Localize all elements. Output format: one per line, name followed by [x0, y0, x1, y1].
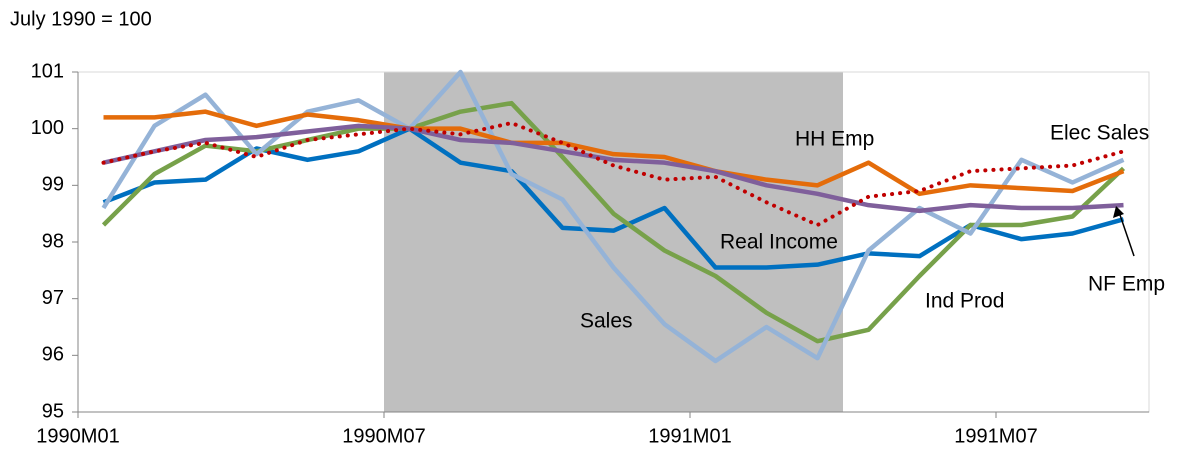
- series-label: Ind Prod: [925, 290, 1004, 313]
- label-arrow: [1118, 211, 1135, 257]
- y-tick-label: 100: [31, 117, 64, 139]
- series-line: [101, 121, 1126, 227]
- series-line: [101, 100, 1126, 344]
- series-label: Sales: [580, 310, 633, 333]
- series-line: [102, 126, 1125, 270]
- series-label: HH Emp: [795, 128, 874, 151]
- series-line: [101, 69, 1125, 364]
- y-axis-label: July 1990 = 100: [10, 8, 152, 30]
- series-label: NF Emp: [1088, 273, 1165, 296]
- y-tick-label: 97: [42, 287, 64, 309]
- x-tick-label: 1991M07: [954, 425, 1037, 447]
- x-tick-label: 1990M01: [36, 425, 119, 447]
- y-tick-label: 95: [42, 400, 64, 422]
- y-tick-label: 96: [42, 344, 64, 366]
- y-tick-label: 98: [42, 230, 64, 252]
- y-tick-label: 101: [31, 60, 64, 82]
- x-tick-label: 1991M01: [648, 425, 731, 447]
- y-tick-label: 99: [42, 174, 64, 196]
- series-label: Elec Sales: [1050, 122, 1149, 145]
- series-label: Real Income: [720, 231, 838, 254]
- series-line: [103, 123, 1124, 214]
- x-tick-label: 1990M07: [342, 425, 425, 447]
- series-line: [103, 109, 1125, 197]
- arrow-head: [1113, 206, 1124, 218]
